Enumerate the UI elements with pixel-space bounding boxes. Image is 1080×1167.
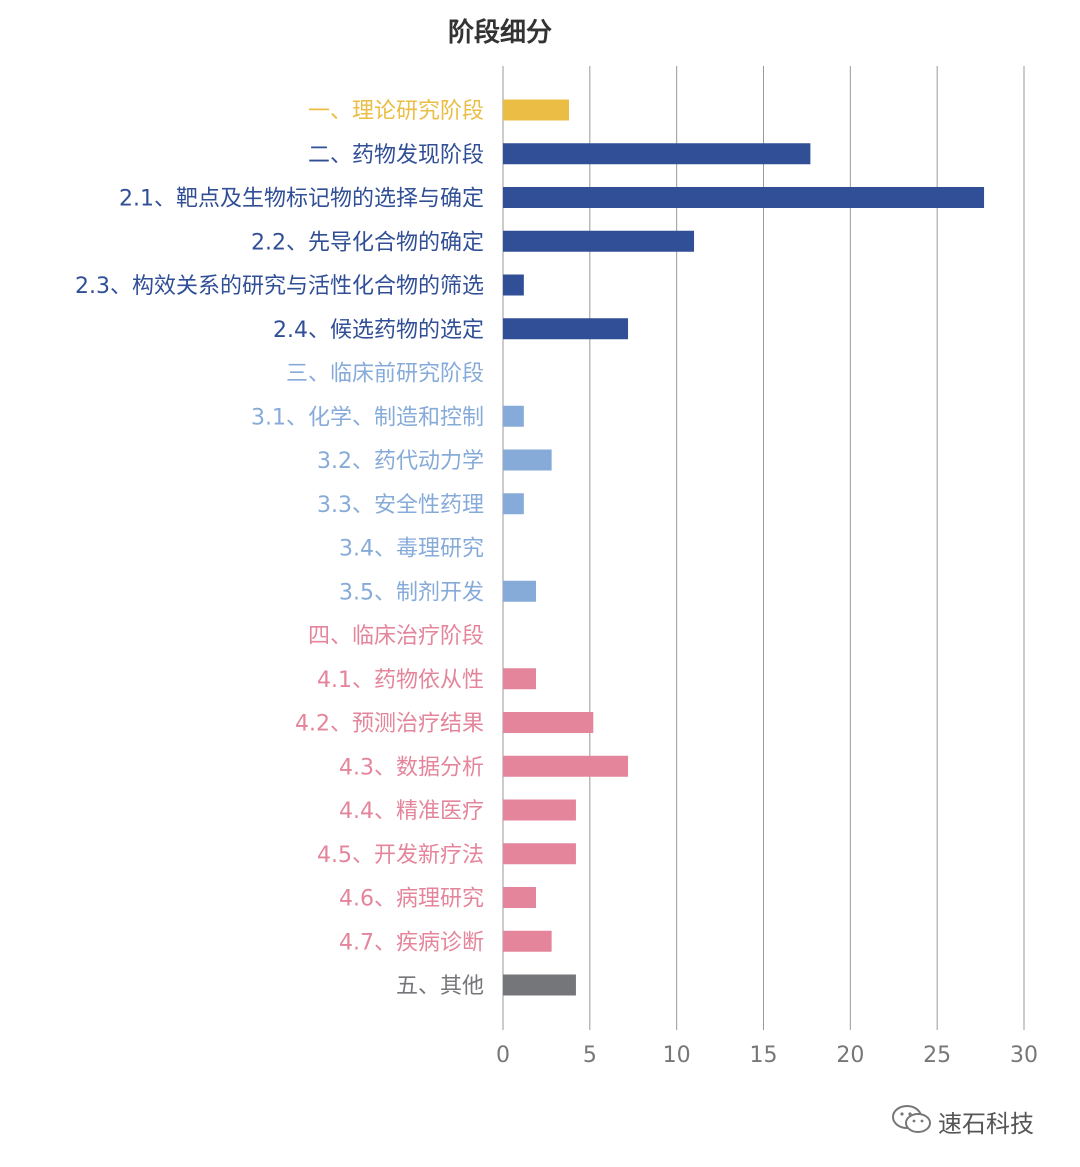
category-label: 4.6、病理研究: [339, 887, 484, 912]
watermark: 速石科技: [890, 1100, 1070, 1140]
x-tick-label: 5: [583, 1043, 597, 1068]
category-label: 三、临床前研究阶段: [286, 362, 484, 387]
category-label: 3.2、药代动力学: [317, 449, 484, 474]
category-label: 4.7、疾病诊断: [339, 930, 484, 955]
category-label: 2.1、靶点及生物标记物的选择与确定: [119, 187, 484, 212]
category-label: 四、临床治疗阶段: [308, 624, 484, 649]
bar: [503, 887, 536, 908]
bar: [503, 274, 524, 296]
category-label: 3.3、安全性药理: [317, 493, 484, 518]
category-label: 3.1、化学、制造和控制: [251, 405, 484, 430]
category-label: 3.5、制剂开发: [339, 580, 484, 605]
bar: [503, 930, 552, 952]
bar: [503, 755, 629, 777]
bar: [503, 143, 811, 165]
x-tick-label: 30: [1010, 1043, 1038, 1068]
category-label: 五、其他: [396, 974, 484, 999]
watermark-text: 速石科技: [938, 1110, 1034, 1138]
bar: [503, 668, 536, 690]
category-label: 二、药物发现阶段: [308, 143, 484, 168]
category-label: 2.4、候选药物的选定: [273, 318, 484, 343]
bars: [503, 99, 985, 996]
bar: [503, 799, 576, 821]
x-tick-label: 0: [496, 1043, 510, 1068]
bar: [503, 712, 594, 733]
category-label: 4.5、开发新疗法: [317, 843, 484, 868]
x-tick-label: 10: [663, 1043, 691, 1068]
category-label: 4.4、精准医疗: [339, 799, 484, 824]
bar: [503, 493, 524, 515]
bar: [503, 405, 524, 427]
category-label: 4.1、药物依从性: [317, 668, 484, 693]
bar: [503, 449, 552, 471]
bar: [503, 99, 569, 121]
wechat-icon: [892, 1105, 931, 1133]
category-label: 4.2、预测治疗结果: [295, 712, 484, 737]
category-label: 2.3、构效关系的研究与活性化合物的筛选: [75, 274, 484, 299]
x-tick-label: 25: [923, 1043, 951, 1068]
x-tick-label: 15: [750, 1043, 778, 1068]
bar: [503, 580, 536, 602]
bar: [503, 974, 576, 996]
x-tick-label: 20: [836, 1043, 864, 1068]
bar: [503, 230, 695, 252]
category-label: 4.3、数据分析: [339, 755, 484, 780]
category-label: 2.2、先导化合物的确定: [251, 230, 484, 255]
bar: [503, 187, 985, 208]
grid-lines: [502, 66, 1025, 1030]
category-label: 3.4、毒理研究: [339, 537, 484, 562]
bar: [503, 843, 576, 865]
bar: [503, 318, 629, 340]
category-label: 一、理论研究阶段: [308, 99, 484, 124]
chart-title: 阶段细分: [447, 18, 552, 48]
x-tick-labels: 0 5 10 15 20 25 30: [496, 1043, 1038, 1068]
